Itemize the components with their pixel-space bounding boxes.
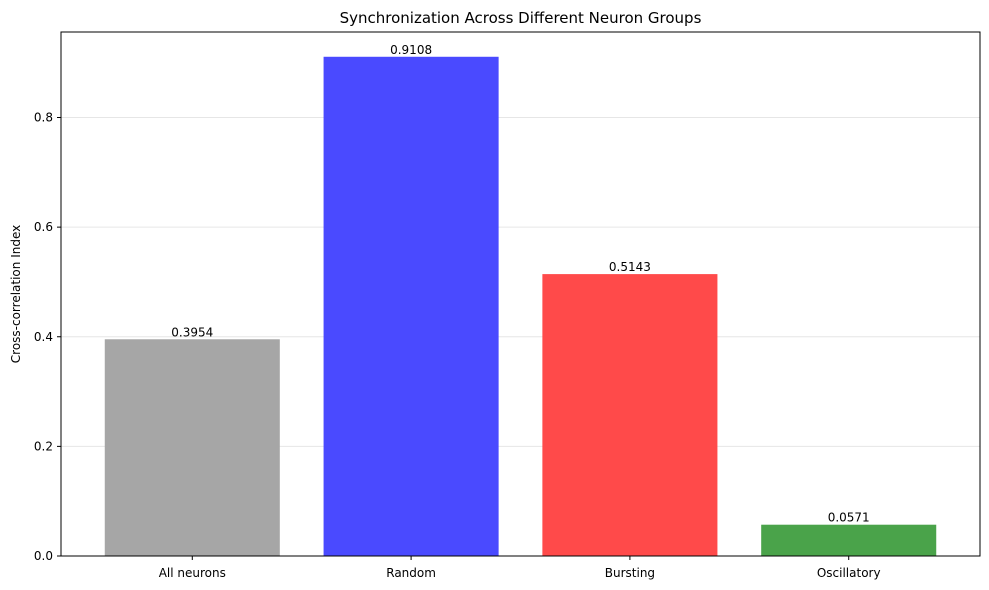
data-label: 0.0571 xyxy=(828,511,870,525)
x-tick-label: Oscillatory xyxy=(817,566,881,580)
y-tick-label: 0.8 xyxy=(34,111,53,125)
chart-title: Synchronization Across Different Neuron … xyxy=(340,9,702,27)
bar-oscillatory xyxy=(761,524,937,556)
x-axis-ticks: All neurons Random Bursting Oscillatory xyxy=(159,556,881,580)
bars xyxy=(104,56,937,556)
y-tick-label: 0.2 xyxy=(34,439,53,453)
bar-all-neurons xyxy=(104,339,280,556)
y-tick-label: 0.6 xyxy=(34,220,53,234)
x-tick-label: All neurons xyxy=(159,566,226,580)
bar-random xyxy=(323,56,499,556)
plot-frame xyxy=(60,31,981,557)
y-axis-label: Cross-correlation Index xyxy=(9,225,23,363)
data-label: 0.5143 xyxy=(609,260,651,274)
data-label: 0.3954 xyxy=(171,325,213,339)
y-axis-ticks: 0.0 0.2 0.4 0.6 0.8 xyxy=(34,111,61,563)
x-tick-label: Random xyxy=(386,566,436,580)
y-tick-label: 0.4 xyxy=(34,330,53,344)
y-tick-label: 0.0 xyxy=(34,549,53,563)
bar-bursting xyxy=(542,274,718,556)
data-label: 0.9108 xyxy=(390,43,432,57)
x-tick-label: Bursting xyxy=(605,566,655,580)
data-labels: 0.3954 0.9108 0.5143 0.0571 xyxy=(171,43,869,525)
